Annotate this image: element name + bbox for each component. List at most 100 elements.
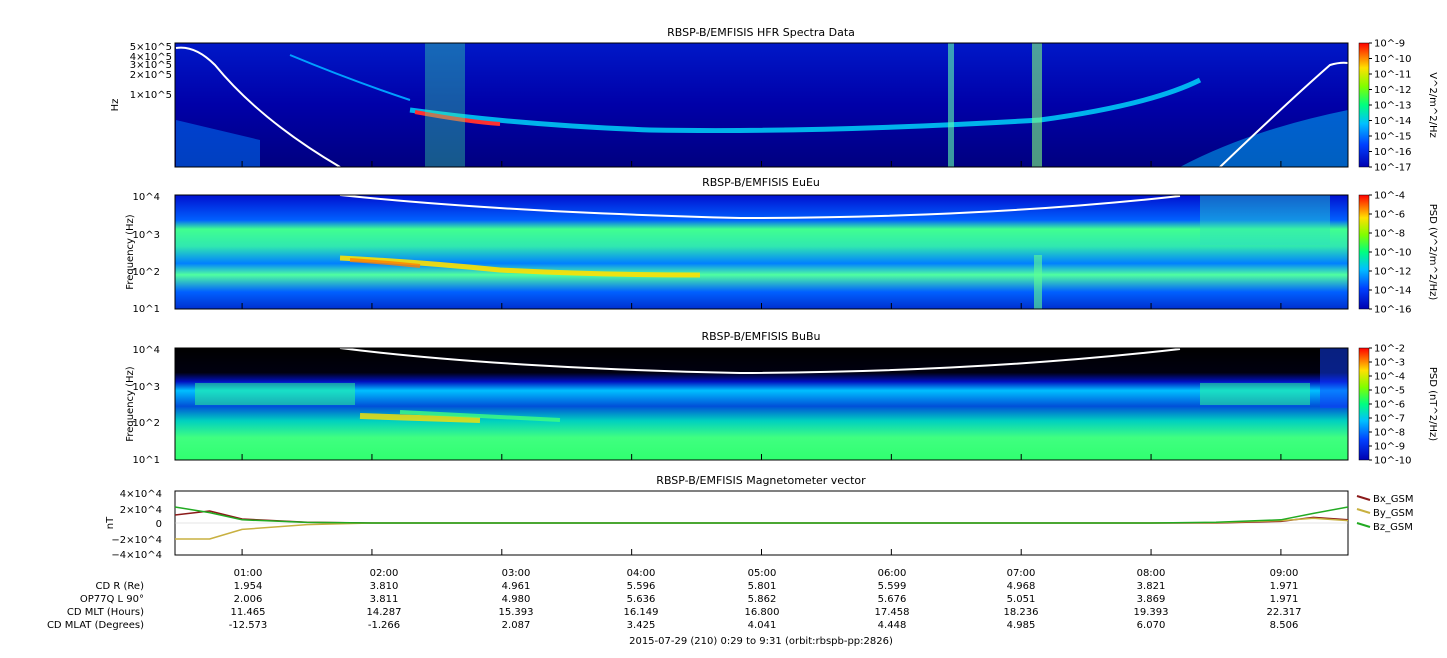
colorbar (1358, 347, 1370, 461)
colorbar-tick-label: 10^-16 (1374, 147, 1411, 158)
colorbar-ticks: 10^-4 10^-6 10^-8 10^-10 10^-12 10^-14 10^-16 (1369, 191, 1411, 316)
ephemeris-value: 4.980 (502, 594, 531, 605)
frequency-line (1219, 61, 1349, 168)
y-axis-label: Frequency (Hz) (125, 366, 136, 442)
legend-swatch-bx (1356, 495, 1371, 501)
y-tick-label: 4×10^4 (120, 489, 162, 500)
frequency-line (339, 347, 1181, 375)
ephemeris-row-label: CD MLT (Hours) (67, 607, 144, 618)
ephemeris-value: 17.458 (875, 607, 910, 618)
colorbar (1358, 42, 1370, 168)
legend: Bx_GSM By_GSM Bz_GSM (1356, 494, 1414, 533)
x-axis-ticks (241, 161, 1282, 555)
ephemeris-value: 16.800 (745, 607, 780, 618)
y-axis-label: Hz (110, 99, 121, 112)
ephemeris-value: 4.968 (1007, 581, 1036, 592)
y-tick-label: −4×10^4 (111, 550, 162, 561)
ephemeris-table: CD R (Re) OP77Q L 90° CD MLT (Hours) CD … (47, 581, 1302, 631)
x-tick-label: 08:00 (1137, 568, 1166, 579)
y-tick-label: 0 (156, 519, 162, 530)
y-tick-labels: 4×10^4 2×10^4 0 −2×10^4 −4×10^4 (111, 489, 162, 561)
colorbar-tick-label: 10^-14 (1374, 286, 1411, 297)
ephemeris-row-label: CD MLAT (Degrees) (47, 620, 144, 631)
x-tick-labels: 01:00 02:00 03:00 04:00 05:00 06:00 07:0… (234, 568, 1299, 579)
legend-swatch-by (1356, 508, 1371, 514)
spectrogram-features (176, 43, 1348, 167)
colorbar-tick-label: 10^-4 (1374, 191, 1405, 202)
x-tick-label: 03:00 (502, 568, 531, 579)
ephemeris-row-label: CD R (Re) (96, 581, 145, 592)
ephemeris-value: 4.041 (748, 620, 777, 631)
legend-swatch-bz (1356, 522, 1371, 528)
ephemeris-value: 5.676 (878, 594, 907, 605)
y-tick-label: −2×10^4 (111, 535, 162, 546)
spectrogram-hfr (175, 43, 1348, 167)
colorbar-tick-label: 10^-12 (1374, 267, 1411, 278)
colorbar-tick-label: 10^-15 (1374, 132, 1411, 143)
panel-title: RBSP-B/EMFISIS EuEu (702, 176, 820, 189)
colorbar-ticks: 10^-9 10^-10 10^-11 10^-12 10^-13 10^-14 10^-1… (1369, 39, 1411, 174)
y-tick-label: 2×10^4 (120, 505, 162, 516)
frequency-line (339, 194, 1181, 220)
x-tick-label: 01:00 (234, 568, 263, 579)
ephemeris-value: 1.971 (1270, 594, 1299, 605)
y-tick-labels: 5×10^5 4×10^5 3×10^5 2×10^5 1×10^5 (130, 42, 172, 101)
magnetometer-series (174, 506, 1349, 540)
ephemeris-value: 5.599 (878, 581, 907, 592)
colorbar-tick-label: 10^-4 (1374, 372, 1405, 383)
y-tick-label: 2×10^5 (130, 70, 172, 81)
ephemeris-value: 1.954 (234, 581, 263, 592)
ephemeris-value: 1.971 (1270, 581, 1299, 592)
ephemeris-value: 14.287 (367, 607, 402, 618)
ephemeris-value: 16.149 (624, 607, 659, 618)
y-tick-label: 10^4 (133, 345, 160, 356)
ephemeris-value: 2.087 (502, 620, 531, 631)
y-tick-labels: 10^4 10^3 10^2 10^1 (133, 345, 160, 466)
colorbar-tick-label: 10^-13 (1374, 101, 1411, 112)
colorbar-tick-label: 10^-9 (1374, 39, 1405, 50)
ephemeris-value: 5.596 (627, 581, 656, 592)
ephemeris-value: 8.506 (1270, 620, 1299, 631)
y-tick-label: 10^3 (133, 382, 160, 393)
panel-bubu: RBSP-B/EMFISIS BuBu 10^4 10^3 10^2 10^1 … (125, 330, 1438, 467)
ephemeris-value: 18.236 (1004, 607, 1039, 618)
colorbar-ticks: 10^-2 10^-3 10^-4 10^-5 10^-6 10^-7 10^-8 10^-9… (1369, 344, 1411, 467)
colorbar-tick-label: 10^-11 (1374, 70, 1411, 81)
ephemeris-value: 11.465 (231, 607, 266, 618)
colorbar-tick-label: 10^-7 (1374, 414, 1405, 425)
panel-title: RBSP-B/EMFISIS Magnetometer vector (656, 474, 866, 487)
ephemeris-value: 4.961 (502, 581, 531, 592)
y-tick-label: 10^1 (133, 455, 160, 466)
spectrogram-eueu (175, 195, 1348, 309)
y-tick-label: 10^2 (133, 267, 160, 278)
colorbar-label: PSD (nT^2/Hz) (1427, 367, 1438, 441)
colorbar-tick-label: 10^-10 (1374, 248, 1411, 259)
x-tick-label: 04:00 (627, 568, 656, 579)
footer-time-range: 2015-07-29 (210) 0:29 to 9:31 (orbit:rbs… (629, 636, 893, 647)
colorbar-label: V^2/m^2/Hz (1427, 72, 1438, 138)
colorbar-tick-label: 10^-6 (1374, 210, 1405, 221)
ephemeris-value: 5.801 (748, 581, 777, 592)
colorbar-tick-label: 10^-6 (1374, 400, 1405, 411)
ephemeris-value: 4.985 (1007, 620, 1036, 631)
ephemeris-value: -1.266 (368, 620, 400, 631)
panel-hfr: RBSP-B/EMFISIS HFR Spectra Data 5×10^5 4… (110, 26, 1438, 174)
x-tick-label: 06:00 (878, 568, 907, 579)
colorbar-tick-label: 10^-12 (1374, 85, 1411, 96)
colorbar-tick-label: 10^-14 (1374, 116, 1411, 127)
colorbar-tick-label: 10^-5 (1374, 386, 1405, 397)
spectrogram-features (195, 348, 1348, 423)
ephemeris-value: 22.317 (1267, 607, 1302, 618)
spectrogram-bubu (175, 348, 1348, 460)
y-tick-label: 10^3 (133, 230, 160, 241)
x-tick-label: 09:00 (1270, 568, 1299, 579)
ephemeris-value: 3.869 (1137, 594, 1166, 605)
colorbar-tick-label: 10^-17 (1374, 163, 1411, 174)
y-tick-label: 3×10^5 (130, 60, 172, 71)
x-tick-label: 05:00 (748, 568, 777, 579)
x-tick-label: 02:00 (370, 568, 399, 579)
ephemeris-value: 19.393 (1134, 607, 1169, 618)
panel-eueu: RBSP-B/EMFISIS EuEu 10^4 10^3 10^2 10^1 … (125, 176, 1438, 316)
y-tick-label: 5×10^5 (130, 42, 172, 53)
